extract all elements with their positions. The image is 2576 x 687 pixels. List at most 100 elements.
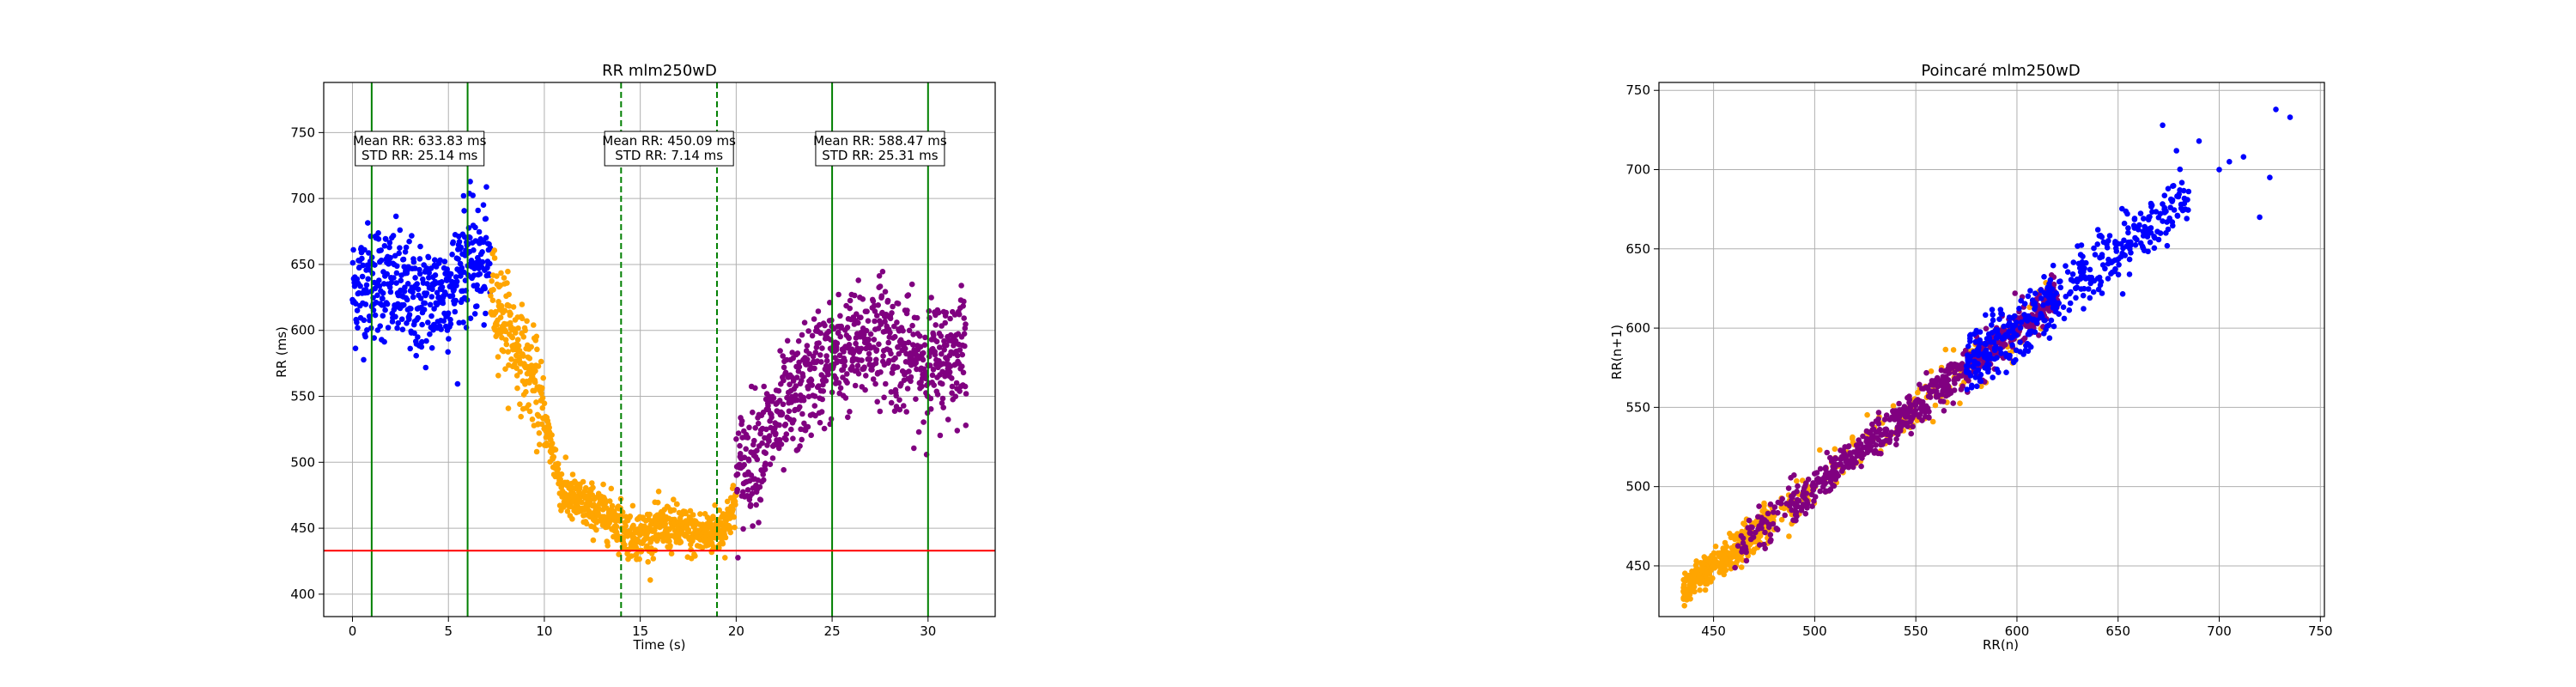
data-point — [645, 559, 651, 565]
poincare-point — [1746, 517, 1753, 524]
poincare-point — [2148, 202, 2155, 209]
poincare-point — [2180, 187, 2187, 194]
data-point — [354, 276, 361, 283]
poincare-point — [1975, 361, 1981, 367]
data-point — [364, 327, 370, 333]
data-point — [767, 461, 774, 467]
poincare-point — [2061, 315, 2068, 322]
data-point — [935, 309, 942, 316]
poincare-point — [1717, 551, 1724, 557]
poincare-point — [1747, 536, 1754, 543]
data-point — [550, 453, 557, 460]
data-point — [777, 348, 783, 354]
data-point — [762, 466, 769, 472]
poincare-point — [1906, 396, 1913, 403]
data-point — [387, 254, 393, 261]
data-point — [819, 396, 825, 403]
poincare-point — [1687, 596, 1693, 602]
data-point — [529, 416, 536, 423]
poincare-point — [2165, 185, 2172, 192]
data-point — [844, 325, 851, 331]
poincare-point — [1946, 370, 1953, 376]
poincare-point — [1747, 530, 1753, 536]
data-point — [835, 380, 842, 386]
poincare-point — [1975, 367, 1982, 374]
data-point — [429, 286, 435, 293]
data-point — [733, 436, 739, 442]
poincare-point — [1832, 455, 1839, 462]
data-point — [583, 484, 589, 491]
data-point — [444, 266, 450, 272]
poincare-point — [2240, 154, 2247, 160]
data-point — [385, 325, 392, 331]
x-tick-label: 500 — [1802, 623, 1827, 639]
poincare-point — [2057, 278, 2063, 285]
data-point — [908, 374, 914, 380]
poincare-point — [1718, 559, 1725, 565]
data-point — [864, 308, 870, 315]
data-point — [855, 277, 861, 283]
poincare-point — [1954, 363, 1961, 370]
data-point — [532, 379, 538, 386]
poincare-point — [1762, 545, 1768, 551]
data-point — [535, 363, 542, 369]
poincare-point — [1845, 443, 1851, 450]
data-point — [855, 370, 862, 377]
data-point — [833, 375, 839, 382]
data-point — [859, 357, 865, 363]
data-point — [953, 380, 960, 386]
data-point — [779, 410, 786, 416]
poincare-point — [1994, 355, 2000, 361]
data-point — [835, 291, 841, 298]
poincare-point — [2125, 225, 2131, 231]
poincare-point — [1999, 311, 2005, 318]
data-point — [489, 297, 496, 304]
poincare-point — [1688, 582, 1695, 589]
poincare-point — [1997, 346, 2003, 352]
data-point — [483, 184, 489, 190]
poincare-point — [2113, 245, 2119, 252]
data-point — [491, 255, 498, 261]
poincare-point — [1822, 471, 1829, 477]
poincare-point — [1967, 338, 1973, 344]
poincare-point — [2001, 323, 2007, 330]
data-point — [894, 364, 901, 370]
poincare-point — [2018, 297, 2024, 304]
stats-annotation-line: STD RR: 25.14 ms — [361, 148, 478, 163]
data-point — [399, 326, 406, 333]
poincare-point — [2104, 241, 2110, 247]
data-point — [809, 332, 816, 339]
data-point — [834, 340, 841, 347]
poincare-point — [2064, 269, 2071, 276]
poincare-point — [1681, 603, 1687, 609]
poincare-point — [2068, 289, 2074, 295]
data-point — [844, 371, 850, 377]
poincare-point — [1958, 386, 1965, 392]
poincare-point — [1978, 383, 1984, 390]
data-point — [461, 269, 467, 276]
data-point — [534, 346, 540, 353]
data-point — [613, 523, 620, 530]
data-point — [412, 265, 418, 271]
poincare-point — [2132, 223, 2138, 230]
poincare-point — [2136, 222, 2142, 228]
data-point — [506, 303, 513, 309]
data-point — [421, 307, 428, 313]
data-point — [422, 364, 429, 371]
poincare-point — [1875, 410, 1882, 416]
data-point — [929, 372, 936, 379]
data-point — [902, 345, 908, 352]
data-point — [360, 262, 367, 269]
poincare-point — [2119, 250, 2125, 257]
data-point — [892, 333, 898, 340]
data-point — [382, 307, 388, 313]
data-point — [688, 546, 694, 553]
poincare-point — [1932, 402, 1939, 409]
data-point — [766, 433, 773, 439]
poincare-point — [2017, 325, 2024, 331]
data-point — [371, 335, 378, 341]
data-point — [407, 345, 414, 352]
data-point — [446, 336, 452, 342]
data-point — [855, 319, 861, 326]
poincare-point — [1919, 417, 1925, 423]
